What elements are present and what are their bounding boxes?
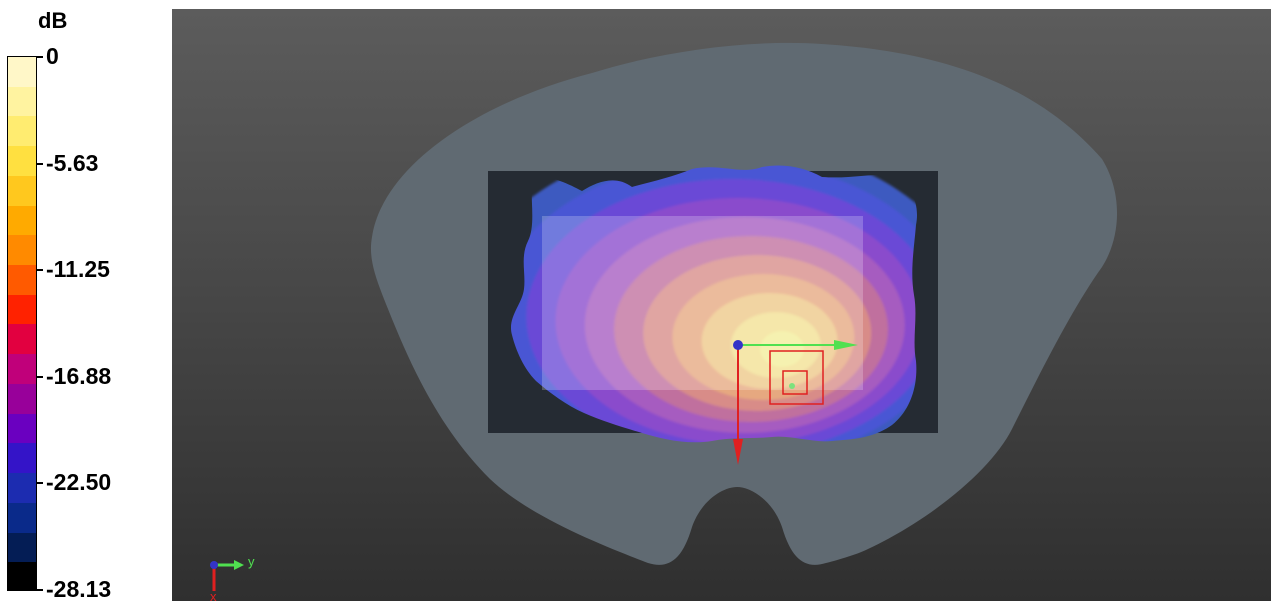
legend-tick-mark	[37, 56, 43, 58]
field-distribution	[510, 165, 918, 443]
legend-swatch	[8, 57, 36, 87]
legend-swatch	[8, 235, 36, 266]
legend-swatch	[8, 562, 36, 590]
field-contour-band	[760, 331, 804, 367]
legend-tick-mark	[37, 269, 43, 272]
origin-marker[interactable]	[733, 340, 743, 350]
legend-tick-mark	[37, 375, 43, 378]
triad-x-label: x	[210, 589, 217, 601]
source-point	[789, 383, 795, 389]
legend-swatch	[8, 146, 36, 176]
legend-tick-label: -22.50	[46, 469, 112, 496]
legend-swatch	[8, 532, 36, 563]
legend-tick-mark	[37, 482, 43, 485]
color-legend: dB 0 -5.63 -11.25 -16.88 -22.50 -28.13	[0, 0, 172, 602]
legend-color-bar	[7, 56, 37, 591]
local-y-arrowhead	[834, 340, 858, 350]
legend-tick-label: 0	[46, 43, 59, 69]
source-box-inner[interactable]	[782, 370, 808, 395]
legend-tick-mark	[37, 589, 43, 591]
legend-tick-label: -28.13	[46, 576, 112, 602]
legend-swatch	[8, 354, 36, 384]
legend-swatch	[8, 205, 36, 236]
source-box-outer[interactable]	[769, 350, 824, 405]
legend-unit-label: dB	[38, 8, 68, 33]
translucent-plane	[542, 216, 863, 390]
legend-swatch	[8, 116, 36, 147]
scene-render[interactable]: y x	[172, 9, 1271, 601]
legend-swatch	[8, 443, 36, 474]
local-x-arrowhead	[733, 439, 743, 465]
legend-swatch	[8, 175, 36, 206]
3d-viewport[interactable]: y x	[172, 9, 1271, 601]
legend-swatch	[8, 294, 36, 325]
legend-tick-mark	[37, 162, 43, 165]
legend-swatch	[8, 324, 36, 355]
legend-swatch	[8, 265, 36, 295]
legend-swatch	[8, 86, 36, 117]
legend-swatch	[8, 383, 36, 414]
legend-swatch	[8, 413, 36, 444]
legend-tick-label: -5.63	[46, 149, 99, 176]
legend-swatch	[8, 502, 36, 533]
triad-y-label: y	[248, 554, 255, 569]
legend-swatch	[8, 473, 36, 503]
legend-tick-label: -11.25	[46, 256, 110, 283]
legend-tick-label: -16.88	[46, 362, 112, 389]
orientation-triad: y x	[210, 554, 255, 601]
